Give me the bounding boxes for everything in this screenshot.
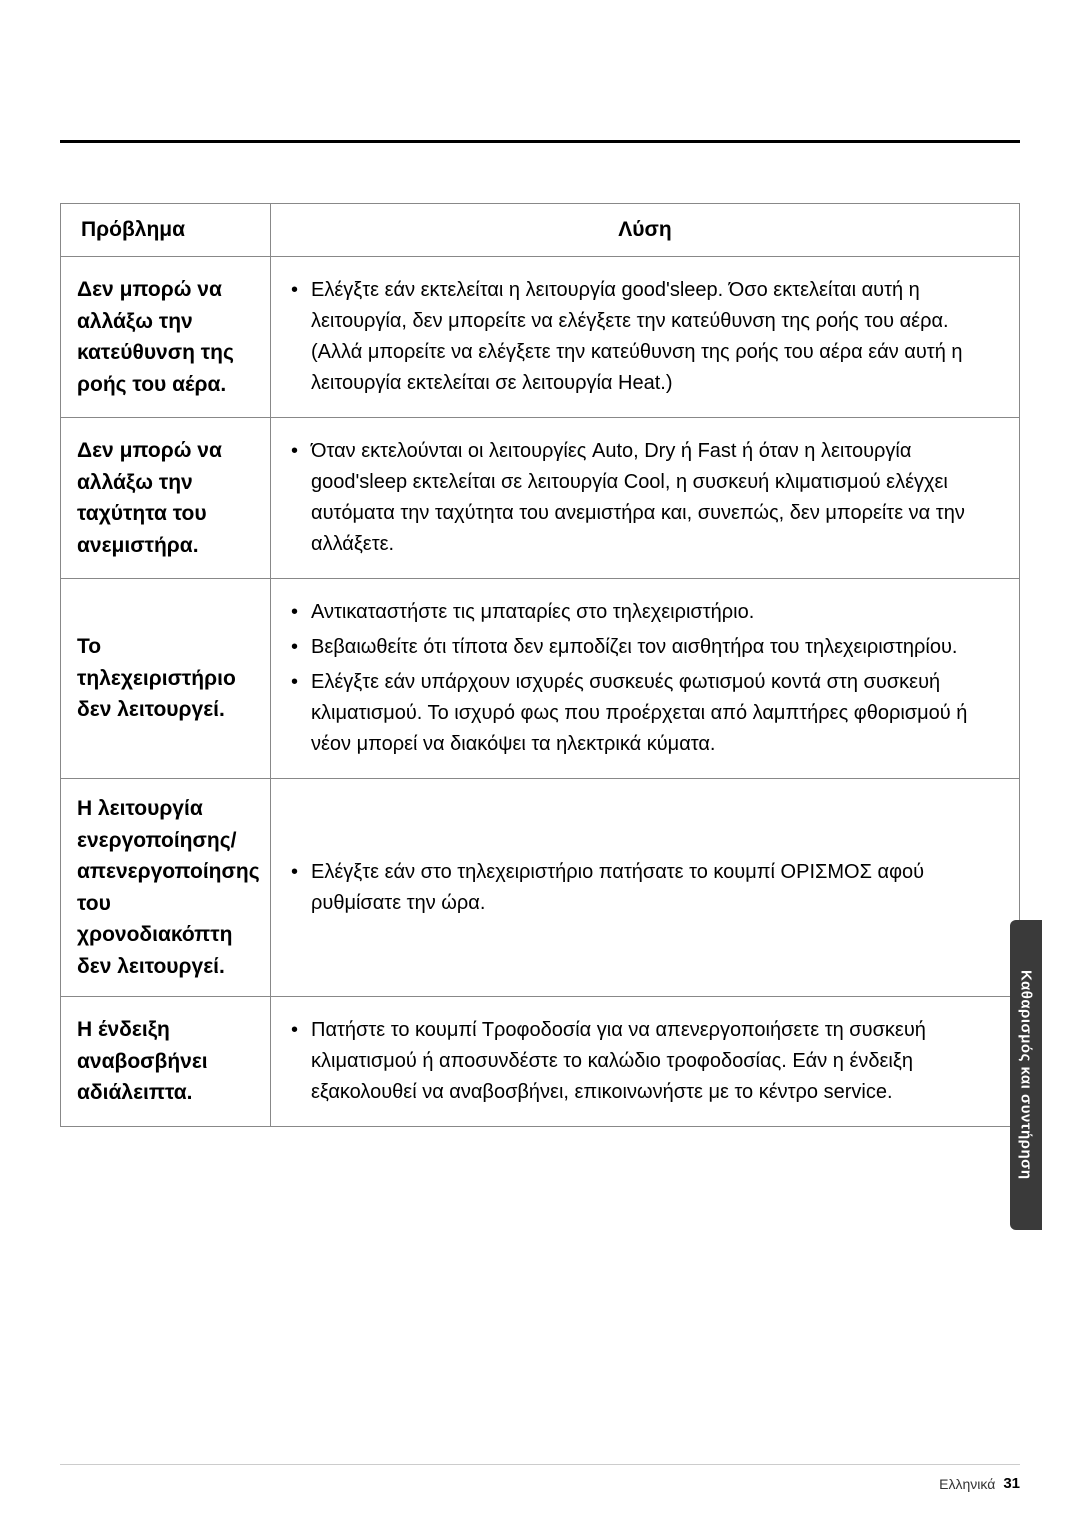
solution-item: Αντικαταστήστε τις μπαταρίες στο τηλεχει… — [287, 597, 1003, 628]
table-row: Η λειτουργία ενεργοποίησης/ απενεργοποίη… — [61, 779, 1020, 997]
page: Πρόβλημα Λύση Δεν μπορώ να αλλάξω την κα… — [0, 0, 1080, 1532]
table-row: Το τηλεχειριστήριο δεν λειτουργεί. Αντικ… — [61, 579, 1020, 779]
footer-page-number: 31 — [1003, 1475, 1020, 1492]
problem-cell: Η ένδειξη αναβοσβήνει αδιάλειπτα. — [61, 997, 271, 1127]
problem-cell: Δεν μπορώ να αλλάξω την ταχύτητα του ανε… — [61, 418, 271, 579]
solution-list: Ελέγξτε εάν εκτελείται η λειτουργία good… — [287, 275, 1003, 399]
solution-item: Ελέγξτε εάν εκτελείται η λειτουργία good… — [287, 275, 1003, 399]
solution-list: Ελέγξτε εάν στο τηλεχειριστήριο πατήσατε… — [287, 857, 1003, 919]
solution-item: Όταν εκτελούνται οι λειτουργίες Auto, Dr… — [287, 436, 1003, 560]
header-solution: Λύση — [271, 204, 1020, 257]
solution-cell: Ελέγξτε εάν εκτελείται η λειτουργία good… — [271, 257, 1020, 418]
top-rule — [60, 140, 1020, 143]
footer: Ελληνικά 31 — [60, 1464, 1020, 1492]
solution-cell: Όταν εκτελούνται οι λειτουργίες Auto, Dr… — [271, 418, 1020, 579]
solution-item: Ελέγξτε εάν υπάρχουν ισχυρές συσκευές φω… — [287, 667, 1003, 760]
table-row: Η ένδειξη αναβοσβήνει αδιάλειπτα. Πατήστ… — [61, 997, 1020, 1127]
solution-list: Πατήστε το κουμπί Τροφοδοσία για να απεν… — [287, 1015, 1003, 1108]
solution-item: Πατήστε το κουμπί Τροφοδοσία για να απεν… — [287, 1015, 1003, 1108]
footer-language: Ελληνικά — [939, 1476, 995, 1492]
table-row: Δεν μπορώ να αλλάξω την κατεύθυνση της ρ… — [61, 257, 1020, 418]
solution-cell: Ελέγξτε εάν στο τηλεχειριστήριο πατήσατε… — [271, 779, 1020, 997]
problem-cell: Το τηλεχειριστήριο δεν λειτουργεί. — [61, 579, 271, 779]
solution-list: Αντικαταστήστε τις μπαταρίες στο τηλεχει… — [287, 597, 1003, 760]
header-problem: Πρόβλημα — [61, 204, 271, 257]
solution-cell: Πατήστε το κουμπί Τροφοδοσία για να απεν… — [271, 997, 1020, 1127]
solution-item: Ελέγξτε εάν στο τηλεχειριστήριο πατήσατε… — [287, 857, 1003, 919]
table-row: Δεν μπορώ να αλλάξω την ταχύτητα του ανε… — [61, 418, 1020, 579]
solution-list: Όταν εκτελούνται οι λειτουργίες Auto, Dr… — [287, 436, 1003, 560]
table-header-row: Πρόβλημα Λύση — [61, 204, 1020, 257]
problem-cell: Η λειτουργία ενεργοποίησης/ απενεργοποίη… — [61, 779, 271, 997]
troubleshoot-table: Πρόβλημα Λύση Δεν μπορώ να αλλάξω την κα… — [60, 203, 1020, 1127]
side-tab-label: Καθαρισμός και συντήρηση — [1018, 970, 1035, 1180]
solution-item: Βεβαιωθείτε ότι τίποτα δεν εμποδίζει τον… — [287, 632, 1003, 663]
side-tab: Καθαρισμός και συντήρηση — [1010, 920, 1042, 1230]
solution-cell: Αντικαταστήστε τις μπαταρίες στο τηλεχει… — [271, 579, 1020, 779]
problem-cell: Δεν μπορώ να αλλάξω την κατεύθυνση της ρ… — [61, 257, 271, 418]
